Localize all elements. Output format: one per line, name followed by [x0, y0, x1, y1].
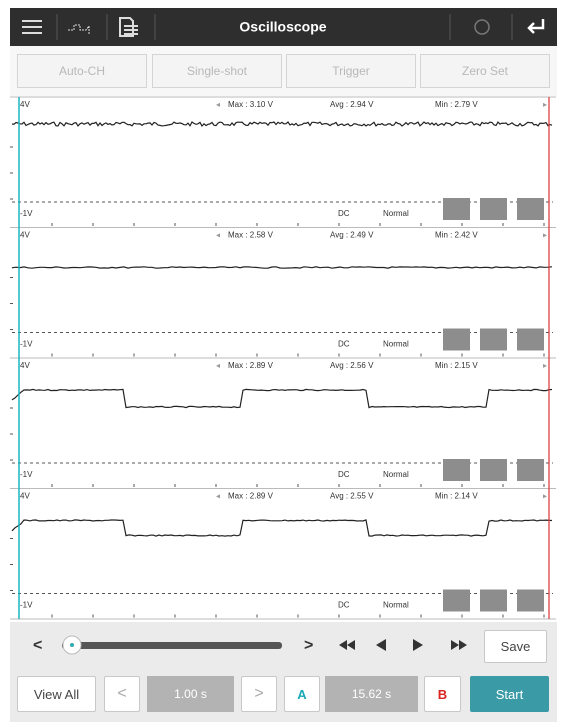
arrow: ▸: [543, 100, 547, 109]
mode: Normal: [383, 601, 409, 610]
panel-button[interactable]: [480, 459, 507, 481]
panel-button[interactable]: [443, 589, 470, 612]
avg-value: Avg : 2.94 V: [330, 100, 374, 109]
range-top: 4V: [20, 492, 30, 501]
mode: Normal: [383, 209, 409, 218]
panel-button[interactable]: [517, 328, 544, 351]
max-value: Max : 2.89 V: [228, 492, 274, 501]
panel-button[interactable]: [443, 328, 470, 351]
panel-button[interactable]: [517, 589, 544, 612]
min-value: Min : 2.42 V: [435, 231, 478, 240]
waveform: [11, 388, 553, 409]
panel-button[interactable]: [517, 459, 544, 481]
avg-value: Avg : 2.56 V: [330, 361, 374, 370]
coupling: DC: [338, 601, 350, 610]
coupling: DC: [338, 209, 350, 218]
panel-button[interactable]: [517, 198, 544, 220]
x: ◂: [216, 231, 220, 240]
prev-arrow[interactable]: <: [33, 637, 42, 654]
waveform: [11, 121, 553, 128]
mode: Normal: [383, 340, 409, 349]
scope-panels: 4V ◂ Max : 3.10 V Avg : 2.94 V Min : 2.79 V ▸…: [10, 96, 556, 620]
cursor-b-button[interactable]: B: [424, 676, 461, 712]
range-bottom: -1V: [20, 470, 33, 479]
max-value: Max : 2.58 V: [228, 231, 274, 240]
control-area: [10, 622, 557, 722]
x: ◂: [216, 100, 220, 109]
settings-icon[interactable]: [22, 20, 42, 34]
step-value: 1.00 s: [147, 676, 234, 712]
x: ◂: [216, 361, 220, 370]
range-bottom: -1V: [20, 340, 33, 349]
range-bottom: -1V: [20, 209, 33, 218]
panel-button[interactable]: [480, 328, 507, 351]
arrow: ▸: [543, 361, 547, 370]
waveform: [11, 266, 553, 269]
mode-button[interactable]: Auto-CH: [17, 54, 147, 88]
view-all-button[interactable]: View All: [17, 676, 96, 712]
min-value: Min : 2.14 V: [435, 492, 478, 501]
x: ◂: [216, 492, 220, 501]
cursor-a-button[interactable]: A: [284, 676, 320, 712]
save-button[interactable]: Save: [484, 630, 547, 663]
time-value: 15.62 s: [325, 676, 418, 712]
mode-button[interactable]: Trigger: [286, 54, 416, 88]
arrow: ▸: [543, 492, 547, 501]
range-bottom: -1V: [20, 601, 33, 610]
arrow: ▸: [543, 231, 547, 240]
forward-icon[interactable]: [451, 640, 467, 650]
mode-button[interactable]: Zero Set: [420, 54, 550, 88]
coupling: DC: [338, 470, 350, 479]
panel-button[interactable]: [443, 198, 470, 220]
step-forward-icon[interactable]: [413, 639, 423, 651]
max-value: Max : 2.89 V: [228, 361, 274, 370]
step-back-icon[interactable]: [376, 639, 386, 651]
title: Oscilloscope: [239, 19, 326, 35]
back-icon[interactable]: [527, 19, 545, 34]
mode: Normal: [383, 470, 409, 479]
rewind-icon[interactable]: [339, 640, 355, 650]
next-arrow[interactable]: >: [304, 637, 313, 654]
refresh-icon[interactable]: [474, 19, 490, 35]
knob-dot: [70, 643, 74, 647]
step-next-button[interactable]: >: [241, 676, 277, 712]
playback-bar: < >: [33, 635, 467, 655]
step-prev-button[interactable]: <: [104, 676, 140, 712]
range-top: 4V: [20, 100, 30, 109]
range-top: 4V: [20, 361, 30, 370]
slider-track[interactable]: [62, 642, 282, 649]
save-icon[interactable]: [119, 17, 138, 37]
coupling: DC: [338, 340, 350, 349]
toolbar: Oscilloscope: [10, 8, 557, 46]
min-value: Min : 2.15 V: [435, 361, 478, 370]
panel-button[interactable]: [443, 459, 470, 481]
avg-value: Avg : 2.49 V: [330, 231, 374, 240]
mode-button[interactable]: Single-shot: [152, 54, 282, 88]
range-top: 4V: [20, 231, 30, 240]
panel-button[interactable]: [480, 198, 507, 220]
waveform: [11, 519, 553, 537]
min-value: Min : 2.79 V: [435, 100, 478, 109]
panel-button[interactable]: [480, 589, 507, 612]
signal-icon[interactable]: [68, 24, 90, 34]
toolbar-icons: Oscilloscope: [22, 14, 545, 40]
max-value: Max : 3.10 V: [228, 100, 274, 109]
avg-value: Avg : 2.55 V: [330, 492, 374, 501]
start-button[interactable]: Start: [470, 676, 549, 712]
